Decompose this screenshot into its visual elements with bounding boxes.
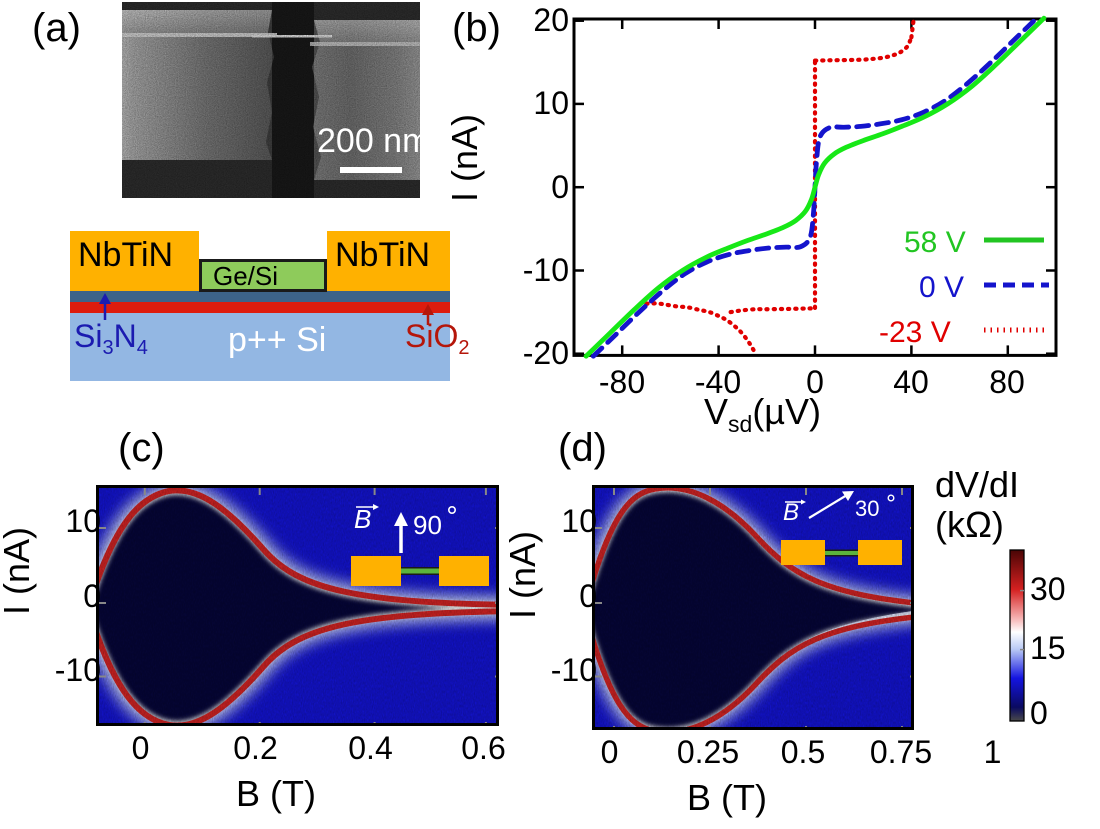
svg-text:90: 90: [413, 510, 442, 540]
svg-text:B: B: [354, 504, 371, 534]
svg-text:B: B: [783, 499, 799, 526]
svg-text:30: 30: [855, 496, 879, 521]
